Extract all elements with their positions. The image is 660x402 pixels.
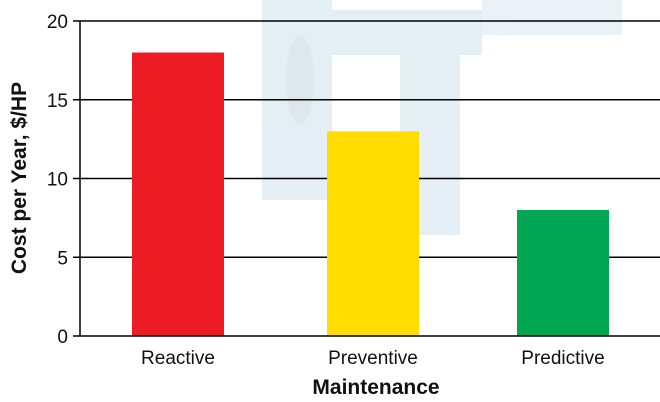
x-tick-label-preventive: Preventive	[328, 348, 418, 369]
y-tick-label: 10	[47, 170, 68, 191]
x-tick-label-reactive: Reactive	[141, 348, 215, 369]
y-tick-label: 15	[47, 91, 68, 112]
y-tick-label: 20	[47, 12, 68, 33]
bars	[132, 52, 609, 336]
bar-preventive	[327, 131, 419, 336]
y-tick-labels: 0 5 10 15 20	[47, 12, 80, 348]
y-tick-label: 5	[57, 248, 68, 269]
bar-predictive	[517, 210, 609, 336]
y-tick-label: 0	[57, 327, 68, 348]
y-axis-title: Cost per Year, $/HP	[8, 82, 31, 274]
x-tick-label-predictive: Predictive	[521, 348, 604, 369]
bar-reactive	[132, 52, 224, 336]
x-axis-title: Maintenance	[312, 376, 439, 399]
background-watermark-image	[262, 0, 622, 235]
x-tick-labels: Reactive Preventive Predictive	[141, 348, 605, 369]
